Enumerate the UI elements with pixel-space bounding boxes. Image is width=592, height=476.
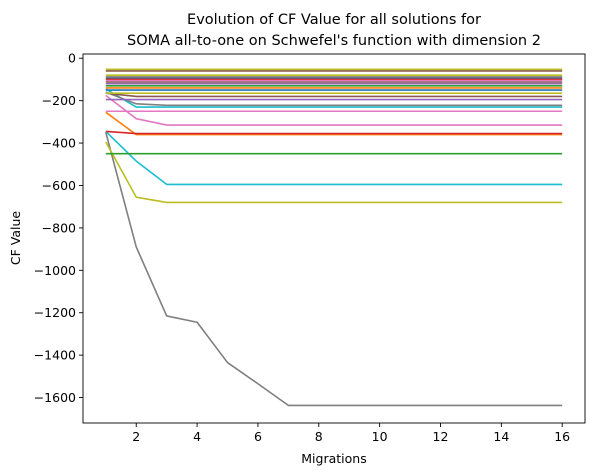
series-line-9 [105,91,563,107]
x-tick-label: 10 [372,429,388,444]
y-tick-label: −1400 [34,348,76,363]
y-tick-label: −1200 [34,305,76,320]
y-tick-label: −800 [42,220,76,235]
x-tick-label: 14 [493,429,509,444]
plot-area [82,53,586,424]
x-tick-label: 6 [254,429,262,444]
x-axis-label: Migrations [301,451,366,466]
x-tick-label: 4 [193,429,201,444]
series-line-0 [105,132,563,407]
series-group [105,68,563,407]
y-tick-label: 0 [68,51,76,66]
x-tick-label: 2 [132,429,140,444]
plot-background [83,54,585,423]
y-tick-label: −1600 [34,390,76,405]
series-line-8 [105,88,563,108]
x-tick-label: 8 [315,429,323,444]
chart-title-line2: SOMA all-to-one on Schwefel's function w… [127,33,541,49]
y-axis: 0 −200 −400 −600 −800 −1000 −1200 −1400 −1600 [34,51,83,405]
y-axis-label: CF Value [8,211,23,266]
y-tick-label: −600 [42,178,76,193]
series-line-11 [105,92,563,98]
y-tick-label: −200 [42,93,76,108]
plot-frame [82,53,586,424]
series-line-2 [105,130,563,186]
chart-title-line1: Evolution of CF Value for all solutions … [187,12,481,28]
x-axis: 2 4 6 8 10 12 14 16 [132,423,570,444]
x-tick-label: 12 [433,429,449,444]
series-line-1 [105,141,563,204]
y-tick-label: −400 [42,136,76,151]
series-line-4 [105,111,563,136]
series-line-6 [105,94,563,126]
series-line-5 [105,130,563,135]
y-tick-label: −1000 [34,263,76,278]
x-tick-label: 16 [554,429,570,444]
